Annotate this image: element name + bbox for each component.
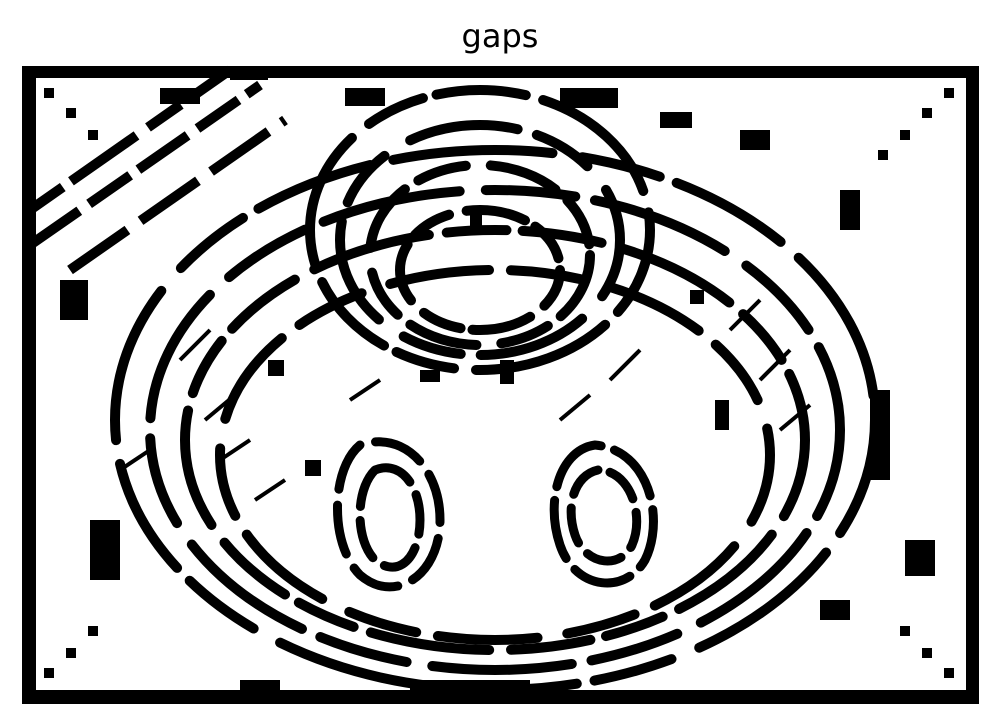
figure-title: gaps (461, 17, 539, 55)
texture-dashes (118, 298, 812, 502)
lobe-gaps (333, 437, 658, 592)
gap-blocks (60, 66, 935, 704)
